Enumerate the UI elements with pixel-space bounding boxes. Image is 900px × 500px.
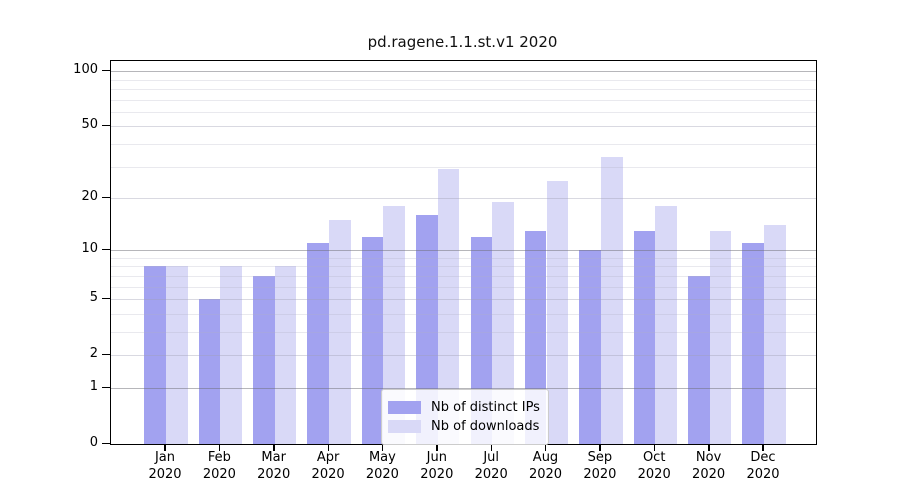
gridline-30 xyxy=(111,166,816,168)
y-tick-label-2: 2 xyxy=(89,346,98,362)
bar-ips-feb xyxy=(198,299,221,444)
y-tick-label-50: 50 xyxy=(81,117,98,133)
bar-downloads-oct xyxy=(655,206,677,444)
bar-ips-sep xyxy=(579,250,601,444)
y-tick-mark-10 xyxy=(102,248,110,251)
bar-ips-dec xyxy=(742,243,764,444)
x-tick-label-oct: Oct 2020 xyxy=(637,450,671,482)
x-tick-mark-dec xyxy=(762,444,764,451)
gridline-8 xyxy=(111,266,816,268)
y-tick-label-100: 100 xyxy=(73,62,98,78)
x-tick-mark-may xyxy=(381,444,384,451)
y-tick-label-10: 10 xyxy=(81,241,98,257)
gridline-4 xyxy=(111,313,816,315)
plot-area: Nb of distinct IPs Nb of downloads xyxy=(110,60,817,445)
x-tick-mark-jul xyxy=(490,444,493,451)
y-tick-mark-20 xyxy=(102,196,110,198)
bar-ips-nov xyxy=(687,276,710,444)
gridline-90 xyxy=(111,79,816,81)
gridline-60 xyxy=(111,111,816,113)
y-tick-label-0: 0 xyxy=(89,435,98,450)
x-tick-mark-aug xyxy=(544,444,547,451)
bar-downloads-jan xyxy=(166,266,188,444)
bar-downloads-dec xyxy=(764,225,786,444)
bar-downloads-jun xyxy=(437,169,460,444)
y-tick-mark-2 xyxy=(102,353,110,356)
gridline-10 xyxy=(111,250,816,252)
legend-entry-distinct-ips: Nb of distinct IPs xyxy=(388,399,540,416)
x-tick-label-mar: Mar 2020 xyxy=(257,450,291,482)
x-tick-mark-sep xyxy=(599,444,601,451)
gridline-20 xyxy=(111,198,816,199)
gridline-80 xyxy=(111,88,816,90)
bar-ips-may xyxy=(361,236,384,444)
gridline-40 xyxy=(111,143,816,145)
y-tick-mark-1 xyxy=(102,386,110,388)
chart-title: pd.ragene.1.1.st.v1 2020 xyxy=(367,33,558,51)
legend: Nb of distinct IPs Nb of downloads xyxy=(381,389,549,445)
bar-ips-jan xyxy=(144,266,166,444)
bar-downloads-apr xyxy=(329,219,351,444)
x-tick-mark-feb xyxy=(218,444,221,451)
legend-label-distinct-ips: Nb of distinct IPs xyxy=(431,400,540,415)
bar-ips-oct xyxy=(633,230,656,444)
y-tick-label-20: 20 xyxy=(81,189,98,204)
bar-downloads-may xyxy=(383,206,406,444)
gridline-70 xyxy=(111,99,816,101)
y-tick-mark-0 xyxy=(102,442,110,444)
gridline-2 xyxy=(111,355,816,357)
x-tick-label-feb: Feb 2020 xyxy=(202,450,236,482)
x-tick-mark-oct xyxy=(653,444,656,451)
y-tick-mark-50 xyxy=(102,124,110,127)
bar-downloads-nov xyxy=(709,230,732,444)
gridline-9 xyxy=(111,257,816,259)
gridline-6 xyxy=(111,286,816,288)
gridline-7 xyxy=(111,276,816,277)
legend-swatch-downloads-icon xyxy=(388,420,421,433)
gridline-100 xyxy=(111,71,816,73)
y-tick-label-5: 5 xyxy=(89,290,98,306)
x-tick-mark-mar xyxy=(273,444,275,451)
bar-ips-mar xyxy=(253,276,275,444)
x-tick-mark-jan xyxy=(164,444,166,451)
x-tick-label-nov: Nov 2020 xyxy=(692,450,726,482)
x-tick-label-aug: Aug 2020 xyxy=(528,450,563,482)
x-tick-label-jun: Jun 2020 xyxy=(420,450,454,482)
bar-downloads-aug xyxy=(546,180,569,444)
bar-downloads-jul xyxy=(492,201,514,444)
x-tick-label-jul: Jul 2020 xyxy=(474,450,508,482)
x-tick-label-may: May 2020 xyxy=(365,450,399,482)
y-tick-mark-5 xyxy=(102,297,110,300)
x-tick-label-apr: Apr 2020 xyxy=(311,450,345,482)
x-tick-mark-apr xyxy=(327,444,329,451)
y-tick-mark-100 xyxy=(102,69,110,72)
x-tick-mark-jun xyxy=(436,444,438,451)
bar-ips-jun xyxy=(416,215,438,444)
gridline-3 xyxy=(111,332,816,333)
x-tick-label-sep: Sep 2020 xyxy=(583,450,617,482)
legend-label-downloads: Nb of downloads xyxy=(431,419,540,434)
legend-swatch-distinct-ips-icon xyxy=(388,401,421,414)
gridline-50 xyxy=(111,126,816,128)
x-tick-mark-nov xyxy=(708,444,710,451)
gridline-5 xyxy=(111,299,816,301)
y-tick-label-1: 1 xyxy=(89,379,98,394)
x-tick-label-jan: Jan 2020 xyxy=(148,450,182,482)
bar-downloads-feb xyxy=(220,266,243,444)
x-tick-label-dec: Dec 2020 xyxy=(746,450,780,482)
bar-downloads-sep xyxy=(600,156,623,444)
bar-ips-apr xyxy=(307,243,330,444)
legend-entry-downloads: Nb of downloads xyxy=(388,418,540,435)
gridline-1 xyxy=(111,388,816,389)
bar-downloads-mar xyxy=(274,266,297,444)
